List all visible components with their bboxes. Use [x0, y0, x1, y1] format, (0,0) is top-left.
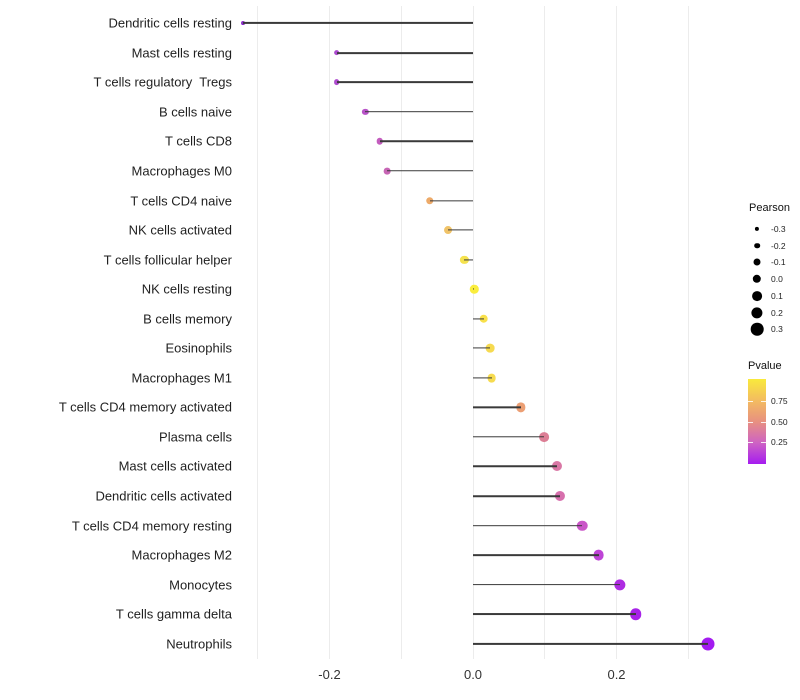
- pvalue-colorbar-tick: [748, 442, 753, 443]
- pvalue-legend-label: 0.25: [771, 436, 788, 447]
- lollipop-segment: [473, 524, 583, 527]
- data-point: [479, 314, 489, 323]
- category-label: Monocytes: [169, 577, 232, 593]
- pearson-legend-label: 0.3: [771, 323, 783, 334]
- category-label: B cells memory: [143, 311, 232, 327]
- category-label: Mast cells resting: [131, 45, 232, 61]
- lollipop-segment: [473, 583, 621, 586]
- lollipop-segment: [473, 642, 709, 645]
- pearson-legend-title: Pearson: [749, 202, 790, 214]
- data-point: [576, 520, 588, 531]
- lollipop-segment: [473, 318, 484, 320]
- lollipop-segment: [243, 22, 473, 25]
- pvalue-colorbar-tick: [748, 421, 753, 423]
- lollipop-segment: [473, 288, 475, 290]
- lollipop-segment: [473, 613, 636, 616]
- lollipop-segment: [473, 436, 545, 438]
- category-label: T cells gamma delta: [115, 606, 232, 622]
- category-label: Mast cells activated: [118, 458, 232, 474]
- lollipop-segment: [473, 554, 599, 556]
- data-point: [485, 343, 495, 353]
- vertical-gridline: [544, 6, 546, 659]
- lollipop-segment: [473, 377, 492, 379]
- pvalue-colorbar-tick: [748, 401, 753, 402]
- category-label: T cells CD4 memory resting: [71, 518, 232, 534]
- pearson-legend-dot: [754, 226, 760, 232]
- category-label: T cells follicular helper: [103, 252, 232, 268]
- pearson-legend-label: 0.1: [771, 290, 783, 301]
- category-label: T cells CD4 memory activated: [58, 399, 232, 415]
- category-label: Macrophages M0: [131, 163, 232, 179]
- data-point: [516, 402, 526, 413]
- pearson-legend-dot: [750, 322, 764, 336]
- pearson-legend-label: -0.1: [771, 257, 786, 268]
- category-label: Neutrophils: [166, 636, 232, 652]
- lollipop-segment: [473, 495, 560, 497]
- pearson-legend-label: 0.2: [771, 307, 783, 318]
- vertical-gridline: [400, 6, 402, 659]
- pearson-legend-dot: [751, 306, 763, 319]
- category-label: NK cells activated: [128, 222, 232, 238]
- category-label: Macrophages M2: [131, 547, 232, 563]
- vertical-gridline: [329, 6, 330, 659]
- data-point: [614, 579, 626, 591]
- vertical-gridline: [616, 6, 617, 659]
- pvalue-legend-label: 0.75: [771, 395, 788, 406]
- pearson-legend-dot: [752, 290, 762, 301]
- pearson-legend-label: -0.2: [771, 240, 786, 251]
- category-label: T cells CD8: [165, 133, 232, 149]
- data-point: [470, 284, 479, 294]
- data-point: [701, 637, 715, 651]
- category-label: Macrophages M1: [131, 370, 232, 386]
- category-label: Plasma cells: [159, 429, 232, 445]
- pvalue-legend-label: 0.50: [771, 416, 788, 427]
- category-label: T cells regulatory Tregs: [93, 74, 232, 90]
- x-axis-tick-label: -0.2: [318, 667, 341, 682]
- data-point: [554, 490, 565, 502]
- lollipop-segment: [473, 347, 491, 349]
- category-label: T cells CD4 naive: [130, 193, 232, 208]
- vertical-gridline: [472, 6, 474, 659]
- x-axis-tick-label: 0.2: [607, 667, 626, 682]
- lollipop-segment: [379, 140, 473, 143]
- pearson-legend-dot: [754, 242, 760, 249]
- pearson-legend-label: -0.3: [771, 223, 786, 234]
- pvalue-colorbar-tick: [761, 421, 766, 423]
- vertical-gridline: [257, 6, 259, 659]
- data-point: [551, 461, 562, 472]
- pvalue-colorbar-tick: [761, 401, 766, 402]
- category-label: Dendritic cells resting: [108, 15, 232, 31]
- lollipop-segment: [429, 199, 473, 202]
- pearson-legend-dot: [753, 258, 761, 266]
- data-point: [593, 549, 604, 561]
- pearson-legend-dot: [752, 274, 762, 284]
- category-label: B cells naive: [159, 104, 232, 120]
- lollipop-segment: [386, 170, 473, 172]
- lollipop-segment: [365, 111, 473, 113]
- category-label: Dendritic cells activated: [95, 488, 232, 504]
- lollipop-segment: [447, 229, 473, 231]
- category-label: Eosinophils: [165, 340, 233, 356]
- lollipop-segment: [473, 406, 522, 409]
- lollipop-segment: [336, 51, 473, 54]
- data-point: [630, 608, 642, 620]
- data-point: [539, 432, 549, 442]
- category-label: NK cells resting: [141, 281, 232, 297]
- x-axis-tick-label: 0.0: [463, 667, 483, 682]
- lollipop-segment: [473, 465, 557, 468]
- pvalue-legend-title: Pvalue: [748, 360, 782, 372]
- vertical-gridline: [687, 6, 689, 659]
- pearson-legend-label: 0.0: [771, 273, 783, 284]
- lollipop-segment: [464, 259, 473, 261]
- lollipop-segment: [336, 81, 473, 84]
- pvalue-colorbar-tick: [761, 442, 766, 443]
- data-point: [487, 373, 497, 383]
